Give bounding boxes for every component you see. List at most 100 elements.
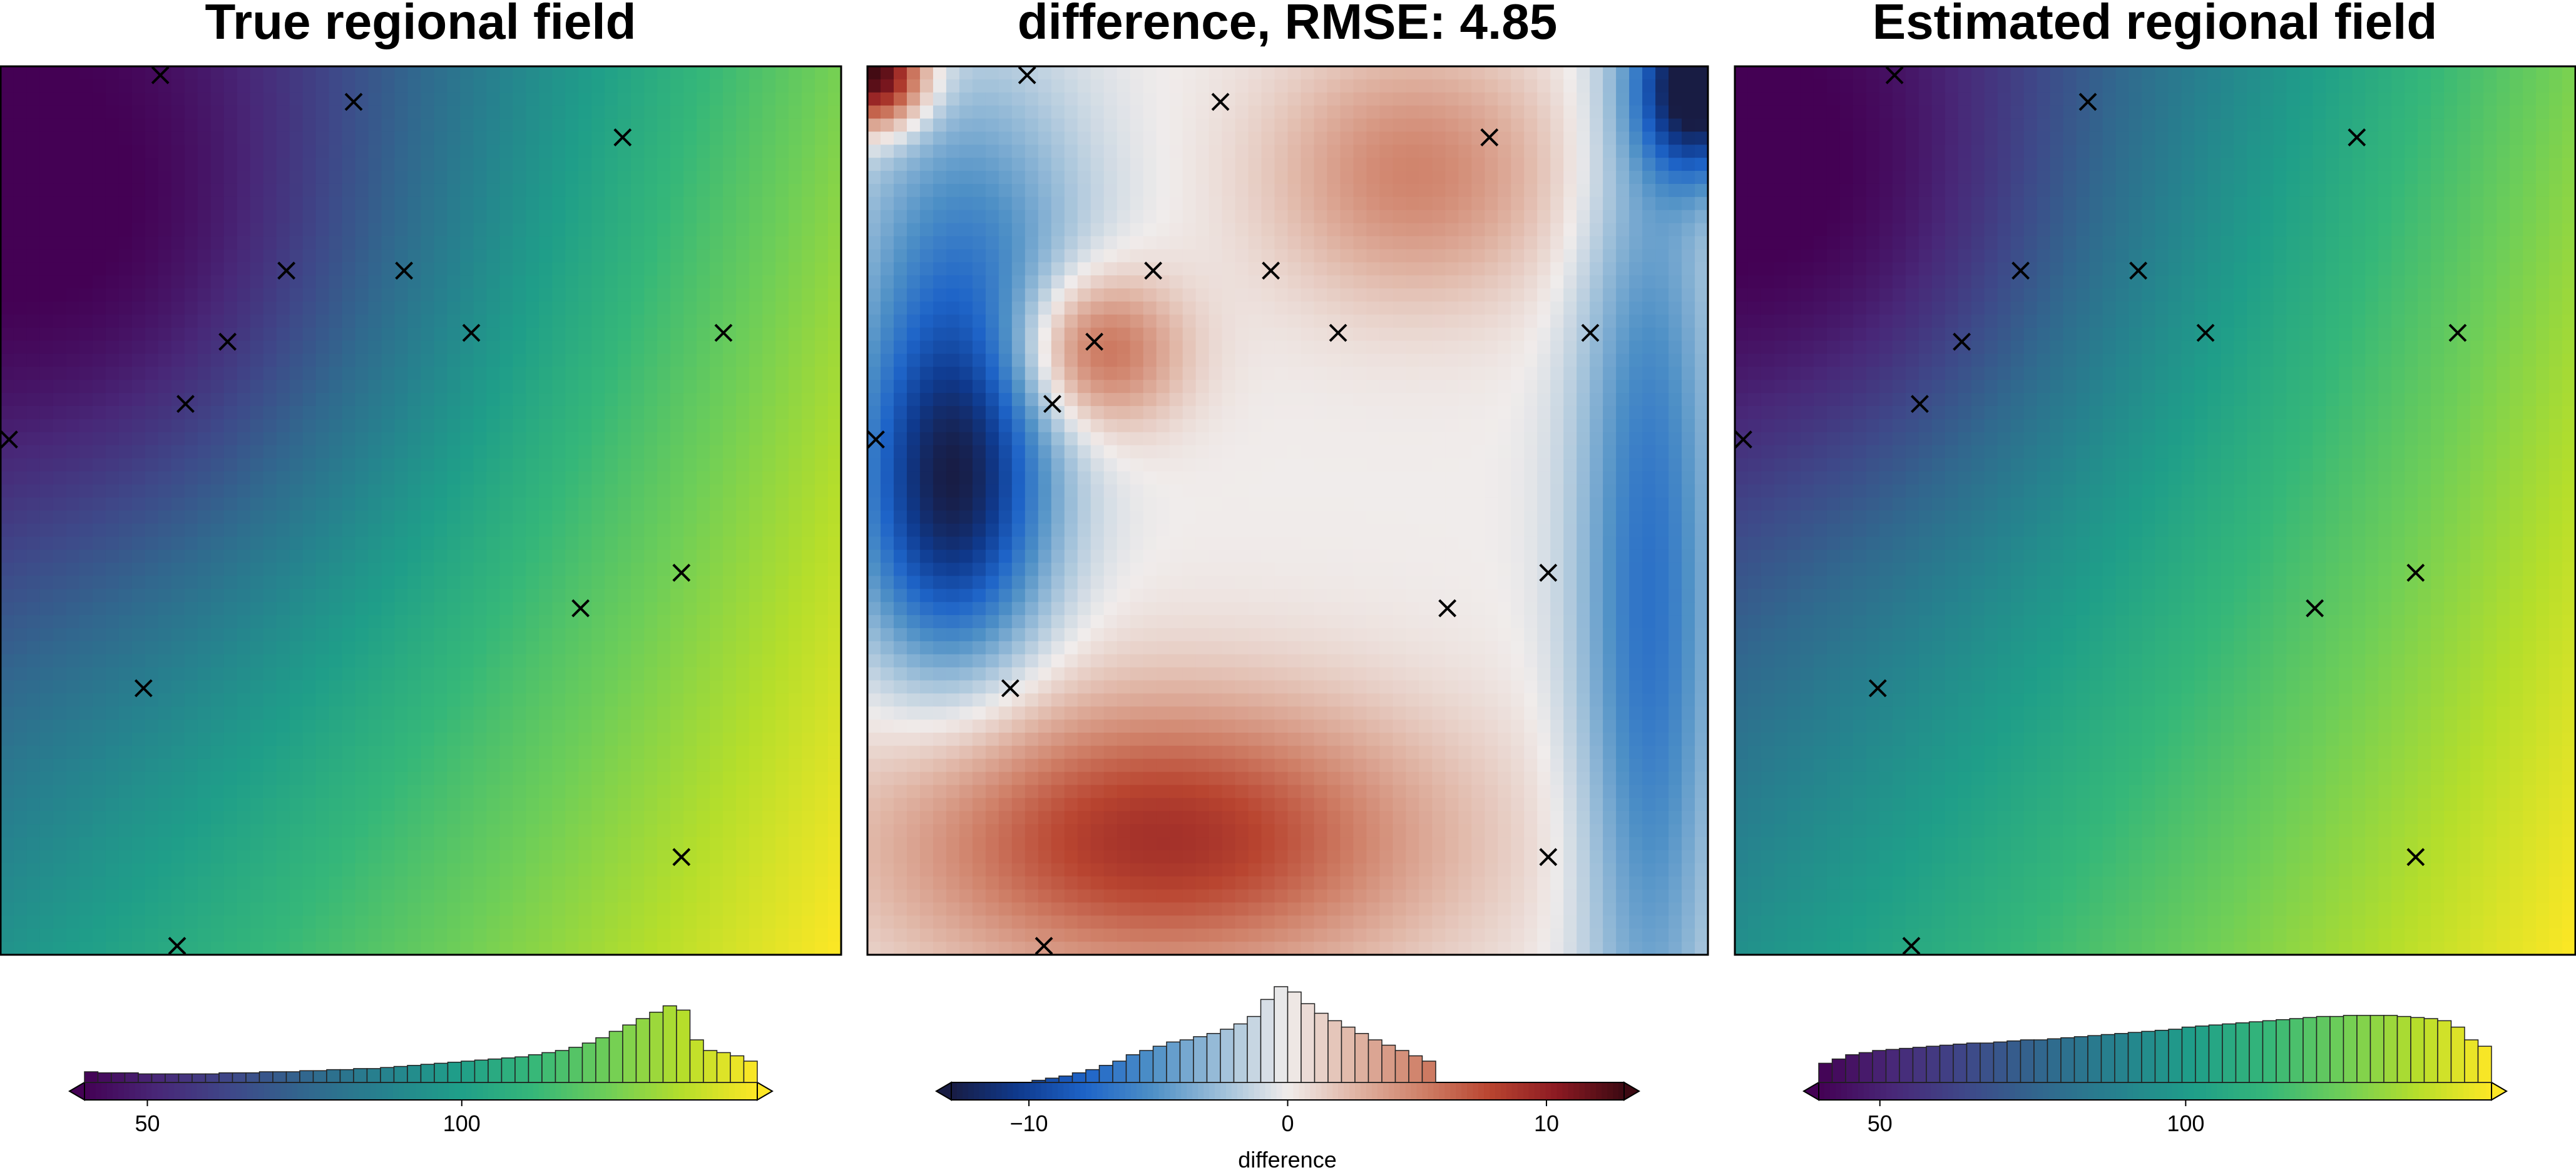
heatmap-cell <box>171 824 185 838</box>
heatmap-cell <box>394 327 409 342</box>
heatmap-cell <box>92 706 106 720</box>
heatmap-cell <box>499 105 513 120</box>
heatmap-cell <box>92 497 106 511</box>
heatmap-cell <box>578 340 592 355</box>
heatmap-cell <box>131 902 146 916</box>
heatmap-cell <box>13 863 28 877</box>
heatmap-cell <box>802 915 815 929</box>
heatmap-cell <box>683 706 697 720</box>
heatmap-cell <box>486 131 500 145</box>
heatmap-cell <box>460 771 474 786</box>
heatmap-cell <box>263 641 277 655</box>
heatmap-cell <box>605 536 618 551</box>
heatmap-cell <box>66 733 80 746</box>
heatmap-cell <box>197 158 212 171</box>
heatmap-cell <box>605 562 618 577</box>
heatmap-cell <box>1655 118 1669 133</box>
heatmap-cell <box>723 798 737 811</box>
heatmap-cell <box>683 484 697 498</box>
heatmap-cell <box>250 850 264 864</box>
heatmap-cell <box>591 327 605 342</box>
heatmap-cell <box>1379 145 1393 158</box>
heatmap-cell <box>775 785 789 799</box>
heatmap-cell <box>644 523 658 537</box>
heatmap-cell <box>237 876 251 890</box>
heatmap-cell <box>421 249 435 263</box>
heatmap-cell <box>762 928 776 942</box>
heatmap-cell <box>197 615 212 629</box>
data-point-marker <box>176 395 195 414</box>
heatmap-cell <box>145 458 159 472</box>
heatmap-cell <box>329 223 343 237</box>
heatmap-cell <box>302 471 317 485</box>
heatmap-cell <box>565 458 579 472</box>
heatmap-cell <box>775 667 789 681</box>
heatmap-cell <box>578 680 592 694</box>
heatmap-cell <box>736 720 750 733</box>
heatmap-cell <box>92 249 106 263</box>
heatmap-cell <box>302 158 317 171</box>
heatmap-cell <box>105 405 120 420</box>
heatmap-cell <box>1590 79 1603 93</box>
heatmap-cell <box>670 380 684 394</box>
heatmap-cell <box>749 511 763 524</box>
heatmap-cell <box>1117 79 1131 93</box>
heatmap-cell <box>237 92 251 106</box>
histogram-bar <box>326 1069 341 1083</box>
data-point-marker <box>168 937 187 955</box>
heatmap-cell <box>105 223 120 237</box>
heatmap-cell <box>775 876 789 890</box>
heatmap-cell <box>368 380 382 394</box>
heatmap-cell <box>802 523 815 537</box>
heatmap-cell <box>460 314 474 328</box>
heatmap-cell <box>1445 145 1459 158</box>
heatmap-cell <box>171 837 185 851</box>
data-point-marker <box>613 128 632 147</box>
heatmap-cell <box>473 733 488 746</box>
heatmap-cell <box>789 405 802 420</box>
heatmap-cell <box>683 354 697 367</box>
heatmap-cell <box>1090 118 1105 133</box>
heatmap-cell <box>789 915 802 929</box>
heatmap-cell <box>762 210 776 224</box>
heatmap-cell <box>591 745 605 760</box>
colorbar-segment <box>561 1082 568 1100</box>
heatmap-cell <box>105 171 120 185</box>
heatmap-cell <box>828 562 842 577</box>
heatmap-cell <box>434 223 448 237</box>
heatmap-cell <box>92 183 106 198</box>
colorbar-segment <box>443 1082 449 1100</box>
heatmap-cell <box>447 850 461 864</box>
heatmap-cell <box>131 131 146 145</box>
heatmap-cell <box>710 771 723 786</box>
heatmap-cell <box>749 210 763 224</box>
heatmap-cell <box>250 641 264 655</box>
heatmap-cell <box>618 354 631 367</box>
heatmap-cell <box>552 576 566 589</box>
heatmap-cell <box>184 798 198 811</box>
heatmap-cell <box>802 785 815 799</box>
heatmap-cell <box>499 576 513 589</box>
heatmap-cell <box>1143 92 1157 106</box>
heatmap-cell <box>631 445 645 459</box>
histogram-bar <box>434 1062 449 1083</box>
heatmap-cell <box>66 196 80 211</box>
heatmap-cell <box>1353 145 1367 158</box>
heatmap-cell <box>605 327 618 342</box>
colorbar-segment <box>426 1082 433 1100</box>
heatmap-cell <box>631 432 645 446</box>
heatmap-cell <box>460 249 474 263</box>
heatmap-cell <box>434 301 448 315</box>
heatmap-cell <box>631 562 645 577</box>
heatmap-cell <box>197 171 212 185</box>
heatmap-cell <box>263 314 277 328</box>
heatmap-cell <box>394 196 409 211</box>
histogram-bar <box>111 1072 126 1083</box>
heatmap-cell <box>66 798 80 811</box>
heatmap-cell <box>92 131 106 145</box>
heatmap-cell <box>710 758 723 773</box>
heatmap-cell <box>762 706 776 720</box>
heatmap-cell <box>263 445 277 459</box>
heatmap-cell <box>749 131 763 145</box>
heatmap-cell <box>79 92 93 106</box>
